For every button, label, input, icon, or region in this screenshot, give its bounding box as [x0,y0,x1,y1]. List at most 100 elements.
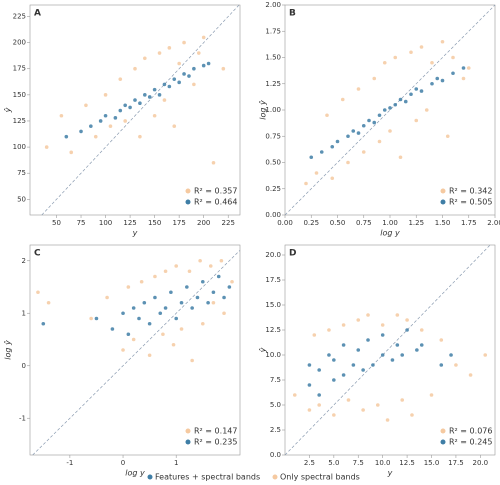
x-tick-label: 1.75 [461,219,477,227]
r2-label: R² = 0.147 [194,427,237,436]
y-tick-label: 1 [22,309,26,317]
point [89,316,93,321]
point [451,71,455,76]
point [430,81,434,86]
x-tick-label: 150 [148,219,161,227]
point [179,327,184,331]
point [118,108,123,113]
point [356,348,361,352]
point [84,103,88,108]
plot-frame [29,244,241,456]
point [163,269,168,274]
y-tick-label: 1.75 [265,27,281,35]
point [461,76,466,81]
point [351,363,356,367]
point [108,124,113,128]
point [382,60,387,65]
y-axis-label: log ŷ [259,100,268,120]
point [46,300,51,305]
x-tick-label: 1.25 [408,219,424,227]
point [388,129,392,133]
point [405,328,409,332]
point [110,327,115,331]
point [133,98,137,102]
point [307,363,312,367]
y-tick-label: 0 [22,362,26,370]
point [138,101,142,106]
y-tick-label: 150 [13,91,26,99]
point [319,150,324,154]
point [314,171,319,175]
point [174,264,179,268]
point [167,84,172,89]
point [361,368,365,372]
point [211,290,216,295]
legend-marker [440,188,446,194]
x-axis-label: y [132,229,138,238]
point [221,66,226,71]
y-tick-label: 2.00 [265,1,281,9]
point [429,393,434,397]
r2-label: R² = 0.464 [194,198,237,207]
panel-letter: D [289,249,296,259]
point [206,61,211,66]
x-tick-label: 10.0 [375,459,391,467]
point [59,113,64,118]
point [195,295,200,300]
x-tick-label: 125 [123,219,136,227]
point [163,306,168,310]
point [454,363,458,367]
point [304,181,308,186]
y-tick-label: 2.5 [270,426,281,434]
point [309,155,314,160]
point [113,116,118,120]
legend-label: Only spectral bands [280,473,360,482]
point [126,285,131,289]
point [398,155,403,160]
y-tick-label: 5.0 [270,401,281,409]
point [157,93,162,97]
point [325,113,329,118]
x-axis-label: y [387,469,393,478]
point [468,373,473,377]
y-tick-label: 175 [13,65,26,73]
point [367,118,371,123]
point [341,373,346,377]
point [449,353,453,357]
y-tick-label: 12.5 [265,326,281,334]
point [366,313,370,317]
point [414,87,419,91]
point [409,50,413,55]
y-tick-label: 0.50 [265,159,281,167]
x-tick-label: 12.5 [399,459,415,467]
y-tick-label: 125 [13,117,26,125]
identity-line [284,4,496,216]
x-tick-label: 0.50 [330,219,346,227]
point [419,343,424,347]
point [138,134,142,139]
point [372,120,377,125]
point [169,290,173,295]
point [185,285,189,289]
point [211,300,216,305]
point [123,119,127,123]
legend-marker [440,199,446,205]
y-tick-label: 100 [13,143,26,151]
legend-marker [185,439,191,445]
y-axis-label: log ŷ [4,340,13,360]
point [405,318,409,322]
point [89,124,93,128]
point [317,403,321,407]
point [377,139,382,144]
point [380,323,385,327]
y-tick-label: 2 [22,257,26,265]
x-tick-label: 1 [174,459,178,467]
point [380,353,385,357]
point [361,150,366,154]
point [307,408,312,412]
point [409,92,413,97]
x-tick-label: 2.5 [304,459,315,467]
point [182,72,186,76]
point [139,279,144,284]
point [222,311,226,316]
